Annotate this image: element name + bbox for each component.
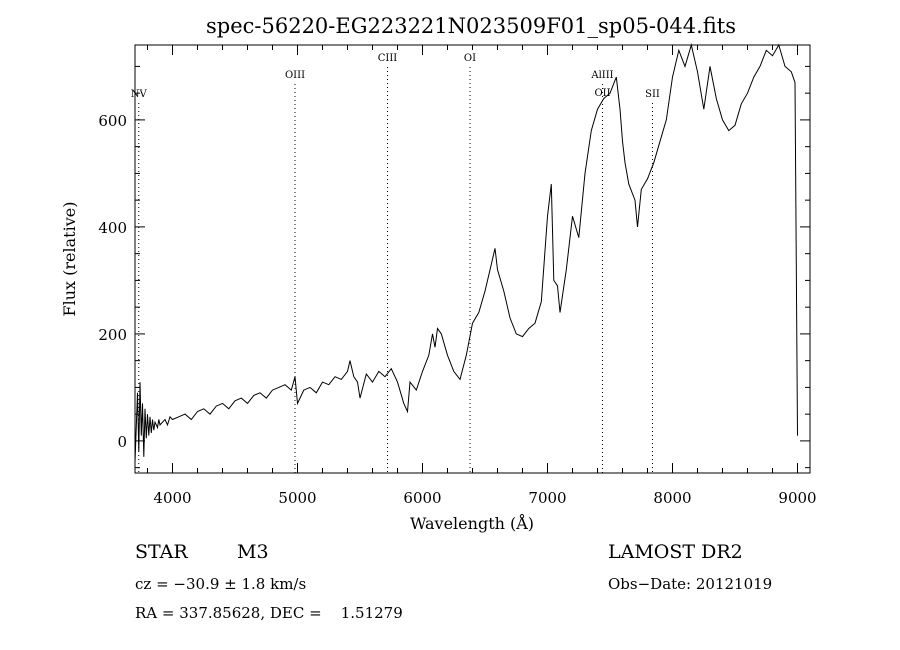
- obs-date-text: Obs−Date: 20121019: [608, 575, 773, 593]
- survey-name: LAMOST DR2: [608, 541, 743, 563]
- line-marker-label: OIII: [285, 70, 305, 81]
- line-markers: NV OIII CIII OI AlIII OII SII: [131, 53, 660, 473]
- x-tick-label: 9000: [778, 489, 816, 507]
- x-tick-label: 5000: [278, 489, 316, 507]
- x-tick-label: 6000: [403, 489, 441, 507]
- line-marker-label: AlIII: [590, 70, 613, 81]
- redshift-text: cz = −30.9 ± 1.8 km/s: [135, 575, 307, 593]
- spectrum-line: [134, 43, 798, 463]
- y-tick-label: 400: [98, 219, 127, 237]
- line-marker-label: SII: [645, 89, 660, 100]
- y-tick-label: 200: [98, 326, 127, 344]
- x-tick-label: 7000: [528, 489, 566, 507]
- plot-frame: [134, 44, 811, 474]
- line-marker-label: OI: [464, 53, 476, 64]
- x-ticks: 4000 5000 6000 7000 8000 9000: [147, 45, 817, 507]
- x-tick-label: 4000: [153, 489, 191, 507]
- chart-title: spec-56220-EG223221N023509F01_sp05-044.f…: [206, 14, 736, 38]
- object-subclass: M3: [237, 541, 269, 563]
- coordinates-text: RA = 337.85628, DEC = 1.51279: [135, 604, 403, 622]
- x-tick-label: 8000: [653, 489, 691, 507]
- y-axis-label: Flux (relative): [60, 202, 79, 317]
- y-ticks: 0 200 400 600: [98, 65, 810, 469]
- y-tick-label: 0: [117, 433, 127, 451]
- line-marker-label: OII: [594, 88, 610, 99]
- x-axis-label: Wavelength (Å): [410, 513, 534, 533]
- line-marker-label: CIII: [378, 53, 398, 64]
- y-tick-label: 600: [98, 112, 127, 130]
- line-marker-label: NV: [131, 89, 148, 100]
- object-type: STAR: [135, 541, 188, 563]
